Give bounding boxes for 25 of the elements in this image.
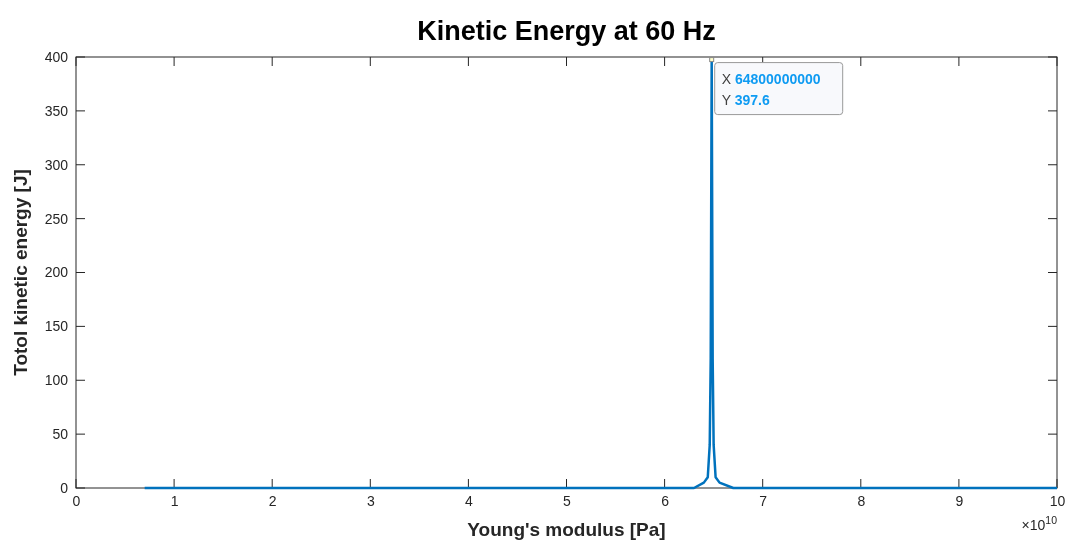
- y-tick-label: 350: [44, 102, 69, 119]
- y-tick-label: 400: [44, 48, 69, 65]
- x-axis-title: Young's modulus [Pa]: [467, 519, 666, 540]
- chart-title: Kinetic Energy at 60 Hz: [417, 16, 716, 46]
- y-tick-label: 150: [44, 318, 69, 335]
- x-tick-label: 0: [72, 492, 81, 509]
- y-tick-label: 300: [44, 156, 69, 173]
- x-tick-label: 3: [366, 492, 375, 509]
- y-tick-label: 200: [44, 264, 69, 281]
- y-axis-title: Totol kinetic energy [J]: [10, 169, 31, 376]
- x-tick-label: 1: [170, 492, 179, 509]
- y-tick-label: 100: [44, 372, 69, 389]
- x-tick-label: 6: [661, 492, 670, 509]
- x-tick-label: 7: [759, 492, 768, 509]
- x-tick-label: 9: [955, 492, 964, 509]
- text: ×10$^{10}$: [1021, 514, 1058, 533]
- y-tick-label: 250: [44, 210, 69, 227]
- x-tick-label: 4: [465, 492, 473, 509]
- x-tick-label: 8: [857, 492, 866, 509]
- y-tick-label: 50: [52, 426, 69, 443]
- y-tick-label: 0: [60, 479, 69, 496]
- annotation: X 64800000000 Y 397.6: [721, 70, 821, 108]
- x-tick-label: 10: [1049, 492, 1065, 509]
- x-tick-label: 5: [563, 492, 572, 509]
- x-tick-label: 2: [268, 492, 277, 509]
